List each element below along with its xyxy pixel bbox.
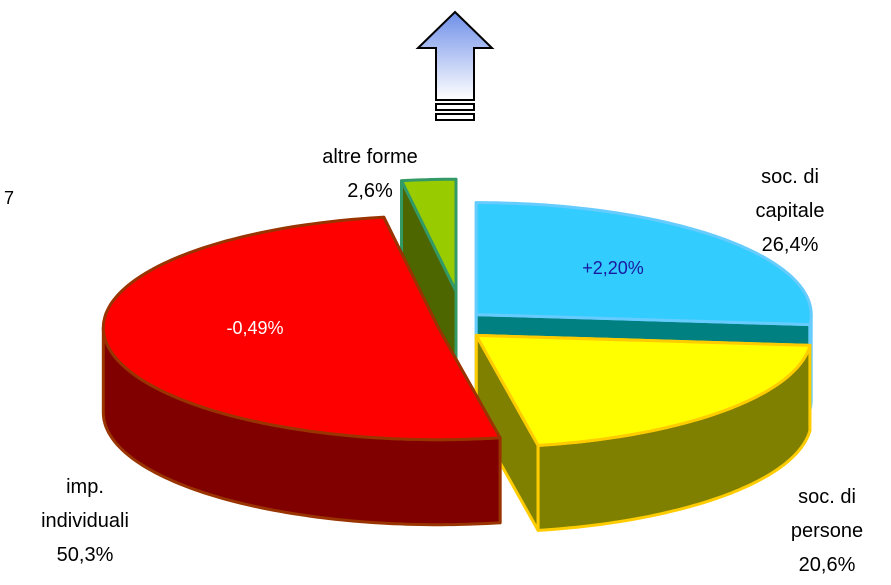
category-name: imp. individuali: [41, 476, 129, 532]
category-name: soc. di persone: [790, 486, 864, 542]
annotation: 7: [4, 188, 15, 208]
slice-label: altre forme 2,6%: [290, 140, 450, 208]
value-label: 20,6%: [798, 554, 856, 576]
arrow-icon: [415, 10, 495, 121]
slice: [474, 201, 813, 327]
pie: [101, 177, 813, 532]
slice: [101, 215, 502, 442]
value-label: 26,4%: [761, 234, 819, 256]
annotation: -0,49%: [226, 318, 284, 338]
slice-label: imp. individuali 50,3%: [29, 470, 141, 572]
annotation: +2,20%: [582, 258, 644, 278]
slice: [474, 333, 812, 447]
category-name: soc. di capitale: [755, 166, 825, 222]
slice: [400, 177, 458, 293]
slice-label: soc. di persone 20,6%: [771, 480, 883, 582]
category-name: altre forme: [322, 146, 418, 168]
value-label: 50,3%: [56, 544, 114, 566]
slice-label: soc. di capitale 26,4%: [730, 160, 850, 262]
value-label: 2,6%: [347, 180, 393, 202]
